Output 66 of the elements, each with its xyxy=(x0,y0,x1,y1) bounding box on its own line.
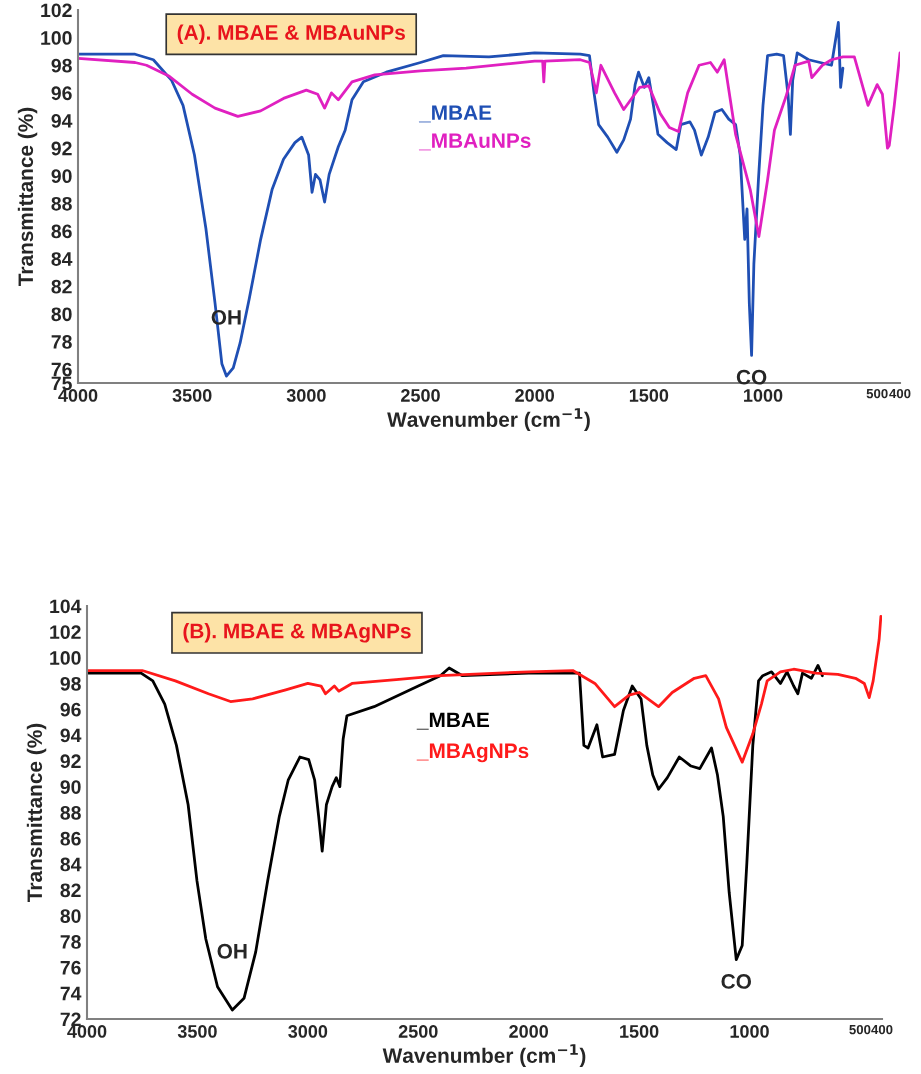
series-label: _MBAE xyxy=(418,105,492,123)
annotation: CO xyxy=(736,369,767,385)
text: _MBAgNPs xyxy=(416,743,529,763)
x-tick-label: 3000 xyxy=(286,389,326,402)
x-tick-label: 3500 xyxy=(177,1025,217,1038)
x-tick-label: 1500 xyxy=(629,389,669,402)
line-series xyxy=(87,663,824,1012)
line-series xyxy=(78,51,900,238)
y-tick-label: 96 xyxy=(51,86,72,101)
annotation: CO xyxy=(721,974,751,989)
y-tick-label: 100 xyxy=(41,31,72,45)
x-tick-label: 2000 xyxy=(509,1025,549,1038)
y-tick-label: 84 xyxy=(60,857,82,872)
x-tick-label: 400 xyxy=(889,388,911,399)
y-tick-label: 76 xyxy=(60,960,81,975)
x-axis-title: Wavenumber (cm$^{−1}$) xyxy=(382,1044,586,1068)
y-tick-label: 94 xyxy=(60,728,82,743)
text: _MBAuNPs xyxy=(418,133,531,151)
y-tick-label: 86 xyxy=(51,224,72,239)
x-tick-label: 4000 xyxy=(67,1025,107,1038)
x-tick-label: 1500 xyxy=(620,1025,659,1038)
y-tick-label: 80 xyxy=(60,909,81,923)
y-tick-label: 82 xyxy=(51,279,72,294)
x-tick-label: 3000 xyxy=(288,1025,328,1038)
y-tick-label: 100 xyxy=(50,651,81,665)
y-tick-label: 102 xyxy=(41,3,72,18)
y-tick-label: 80 xyxy=(51,307,72,322)
y-tick-label: 98 xyxy=(60,676,81,691)
y-tick-label: 92 xyxy=(51,141,72,156)
y-tick-label: 76 xyxy=(51,362,72,377)
y-tick-label: 88 xyxy=(60,805,81,820)
x-tick-label: 2000 xyxy=(515,389,555,402)
text: (A). MBAE & MBAuNPs xyxy=(177,24,405,44)
y-tick-label: 104 xyxy=(50,599,82,614)
text: (B). MBAE & MBAgNPs xyxy=(183,623,411,643)
y-tick-label: 86 xyxy=(60,831,81,846)
y-tick-label: 90 xyxy=(60,780,81,794)
y-tick-label: 102 xyxy=(50,625,81,640)
x-tick-label: 500 xyxy=(866,388,888,399)
y-tick-label: 90 xyxy=(51,169,72,184)
y-tick-label: 84 xyxy=(51,252,73,266)
x-tick-label: 2500 xyxy=(398,1025,438,1038)
x-tick-label: 3500 xyxy=(172,389,212,402)
x-tick-label: 500 xyxy=(849,1024,871,1035)
y-tick-label: 82 xyxy=(60,883,81,898)
y-tick-label: 78 xyxy=(51,335,72,349)
x-tick-label: 400 xyxy=(871,1024,893,1035)
y-tick-label: 98 xyxy=(51,58,72,73)
x-tick-label: 2500 xyxy=(401,389,440,402)
y-tick-label: 75 xyxy=(51,376,72,391)
y-tick-label: 74 xyxy=(60,986,82,1001)
x-axis-title: Wavenumber (cm$^{−1}$) xyxy=(387,408,590,432)
y-tick-label: 72 xyxy=(60,1012,81,1027)
y-tick-label: 78 xyxy=(60,935,81,949)
annotation: OH xyxy=(217,943,247,959)
y-axis-title: Transmittance (%) xyxy=(17,107,38,286)
y-axis-title: Transmittance (%) xyxy=(26,723,47,902)
x-tick-label: 4000 xyxy=(58,389,98,402)
series-label: _MBAE xyxy=(416,712,490,730)
y-tick-label: 92 xyxy=(60,754,81,769)
x-tick-label: 1000 xyxy=(730,1025,769,1038)
line-series xyxy=(87,614,882,764)
x-tick-label: 1000 xyxy=(744,389,783,402)
y-tick-label: 94 xyxy=(51,113,73,128)
y-tick-label: 96 xyxy=(60,702,81,717)
y-tick-label: 88 xyxy=(51,196,72,211)
